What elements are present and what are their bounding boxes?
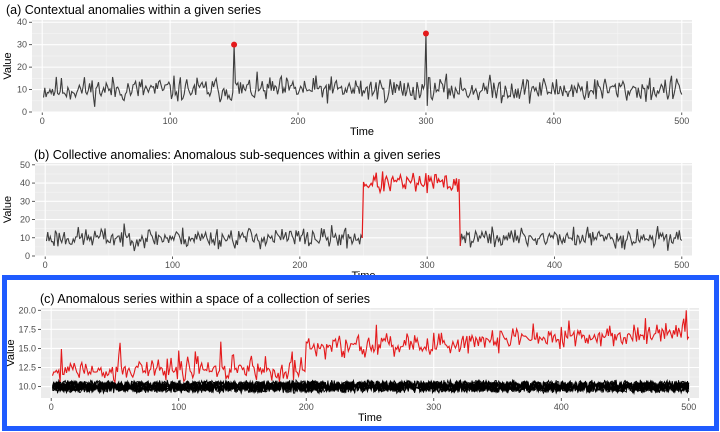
series-line <box>459 226 683 251</box>
x-tick-label: 500 <box>681 402 696 412</box>
x-tick-label: 300 <box>426 402 441 412</box>
x-axis-label: Time <box>350 126 374 138</box>
y-tick-label: 30 <box>17 40 27 50</box>
y-tick-label: 10.0 <box>18 382 36 392</box>
y-tick-label: 12.5 <box>18 362 36 372</box>
x-tick-label: 200 <box>299 402 314 412</box>
series-group <box>42 33 683 107</box>
y-tick-label: 40 <box>20 178 30 188</box>
y-tick-label: 17.5 <box>18 324 36 334</box>
x-tick-label: 100 <box>165 260 180 270</box>
y-tick-label: 0 <box>25 251 30 261</box>
x-tick-label: 0 <box>43 260 48 270</box>
anomaly-point <box>231 41 238 48</box>
anomalous-series-line <box>51 310 690 384</box>
series-line <box>45 223 363 252</box>
chart-panel-1: (a) Contextual anomalies within a given … <box>2 3 692 138</box>
y-tick-label: 0 <box>22 107 27 117</box>
chart-title: (c) Anomalous series within a space of a… <box>40 292 370 306</box>
x-tick-label: 400 <box>546 116 561 126</box>
x-tick-label: 500 <box>674 116 689 126</box>
x-tick-label: 0 <box>49 402 54 412</box>
x-tick-label: 200 <box>292 260 307 270</box>
series-group <box>45 171 683 252</box>
x-tick-label: 300 <box>420 260 435 270</box>
chart-title: (b) Collective anomalies: Anomalous sub-… <box>34 148 440 162</box>
y-tick-label: 10 <box>17 85 27 95</box>
x-axis-label: Time <box>358 412 382 424</box>
x-tick-label: 100 <box>171 402 186 412</box>
y-tick-label: 40 <box>17 17 27 27</box>
series-line <box>42 33 683 107</box>
anomalous-segment-line <box>361 171 461 246</box>
y-tick-label: 10 <box>20 233 30 243</box>
y-tick-label: 15.0 <box>18 343 36 353</box>
y-tick-label: 20.0 <box>18 305 36 315</box>
anomaly-point <box>422 30 429 37</box>
chart-panel-2: (b) Collective anomalies: Anomalous sub-… <box>2 148 692 282</box>
x-tick-label: 300 <box>418 116 433 126</box>
y-tick-label: 30 <box>20 196 30 206</box>
y-axis-label: Value <box>2 52 14 79</box>
chart-panel-3: (c) Anomalous series within a space of a… <box>5 292 699 424</box>
x-tick-label: 400 <box>547 260 562 270</box>
x-tick-label: 500 <box>674 260 689 270</box>
y-tick-label: 50 <box>20 160 30 170</box>
chart-title: (a) Contextual anomalies within a given … <box>6 3 261 17</box>
y-tick-label: 20 <box>17 62 27 72</box>
series-group <box>51 310 690 395</box>
y-tick-label: 20 <box>20 215 30 225</box>
y-axis-label: Value <box>5 339 17 366</box>
x-axis-label: Time <box>351 270 375 282</box>
x-tick-label: 0 <box>40 116 45 126</box>
x-tick-label: 200 <box>291 116 306 126</box>
normal-series-line <box>52 379 690 394</box>
y-axis-label: Value <box>2 196 14 223</box>
x-tick-label: 100 <box>163 116 178 126</box>
x-tick-label: 400 <box>554 402 569 412</box>
